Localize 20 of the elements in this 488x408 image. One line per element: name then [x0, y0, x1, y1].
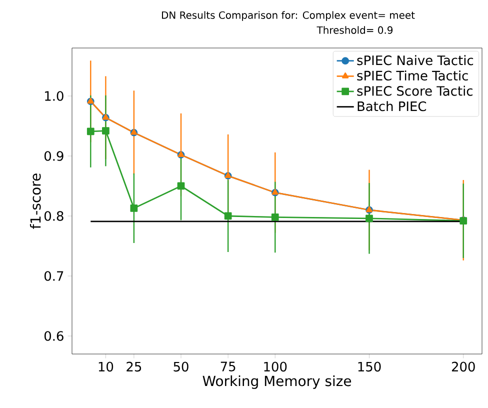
y-axis-title: f1-score	[30, 174, 41, 229]
y-tick-label: 0.8	[44, 211, 64, 221]
x-tick-label: 200	[452, 362, 475, 372]
y-tick-label: 0.9	[44, 151, 64, 161]
x-tick-label: 50	[174, 362, 188, 372]
x-tick-label: 25	[126, 362, 142, 372]
legend-label: Batch PIEC	[358, 101, 426, 112]
chart-title: DN Results Comparison for: Complex event= meet	[162, 11, 415, 21]
legend-label: sPIEC Score Tactic	[357, 86, 472, 96]
x-axis-title: Working Memory size	[202, 375, 352, 389]
x-tick-label: 100	[264, 362, 287, 372]
x-tick-label: 150	[358, 362, 381, 372]
y-tick-label: 1.0	[45, 91, 64, 101]
legend-label: sPIEC Naive Tactic	[357, 55, 474, 66]
chart-subtitle: Threshold= 0.9	[316, 26, 393, 34]
x-tick-label: 75	[220, 362, 236, 372]
y-tick-label: 0.7	[44, 271, 64, 281]
x-tick-label: 10	[98, 362, 114, 372]
y-tick-label: 0.6	[44, 331, 64, 341]
legend-label: sPIEC Time Tactic	[357, 70, 468, 81]
